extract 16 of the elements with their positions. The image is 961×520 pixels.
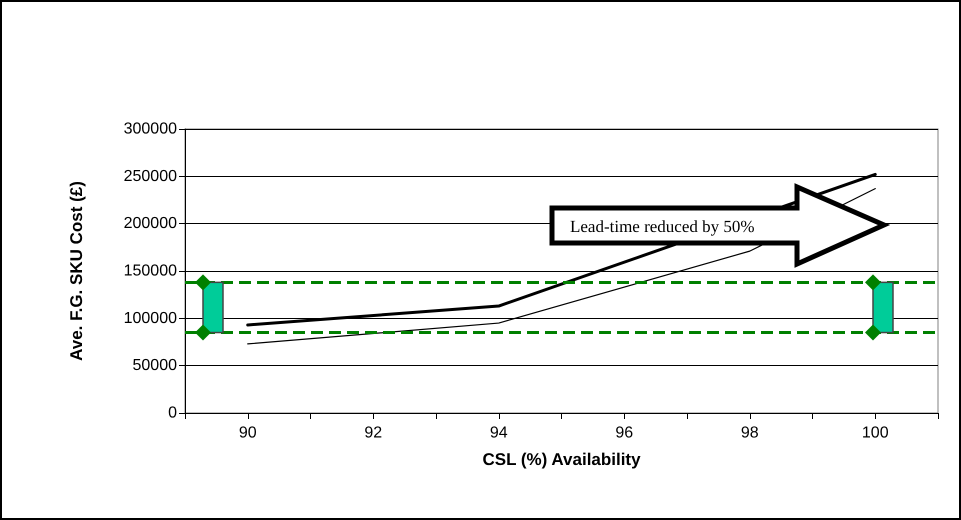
y-tick-label: 200000 — [124, 215, 178, 232]
y-tick-label: 50000 — [132, 357, 178, 374]
annotation: Lead-time reduced by 50% — [570, 217, 755, 236]
x-tick-label: 90 — [238, 424, 257, 442]
x-tick-label: 98 — [740, 424, 759, 442]
x-tick-label: 96 — [615, 424, 634, 442]
x-tick-label: 100 — [862, 424, 889, 442]
y-tick-label: 100000 — [124, 310, 178, 327]
x-axis-title: CSL (%) Availability — [482, 450, 642, 469]
y-tick-label: 250000 — [124, 168, 178, 185]
y-tick-label: 0 — [168, 404, 178, 422]
y-axis-title: Ave. F.G. SKU Cost (£) — [67, 181, 86, 361]
x-tick-label: 94 — [490, 424, 508, 442]
y-tick-label: 150000 — [124, 262, 178, 280]
x-tick-label: 92 — [364, 424, 382, 442]
y-tick-label: 300000 — [124, 120, 178, 138]
